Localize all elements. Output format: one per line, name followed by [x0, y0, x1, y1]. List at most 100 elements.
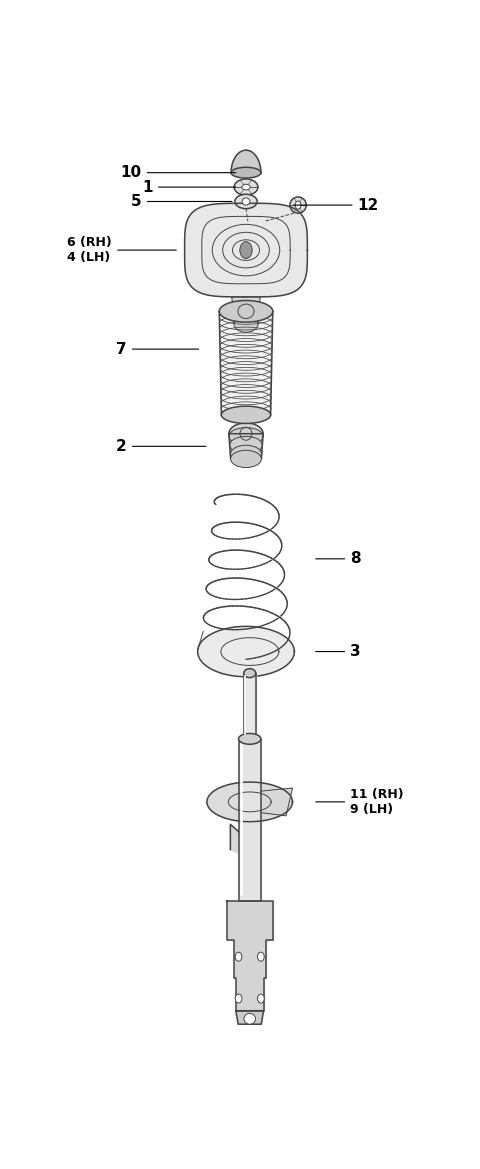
Polygon shape: [276, 616, 283, 618]
Polygon shape: [275, 588, 281, 590]
Polygon shape: [227, 901, 273, 1011]
Text: 1: 1: [143, 180, 236, 194]
Ellipse shape: [229, 428, 263, 445]
Polygon shape: [274, 509, 279, 511]
Ellipse shape: [258, 994, 264, 1003]
Polygon shape: [278, 539, 283, 541]
Text: 10: 10: [120, 165, 236, 180]
Text: 3: 3: [316, 644, 361, 659]
Ellipse shape: [239, 733, 261, 745]
Polygon shape: [204, 587, 209, 588]
Polygon shape: [260, 554, 267, 555]
Ellipse shape: [219, 300, 273, 323]
Polygon shape: [202, 616, 205, 618]
Polygon shape: [279, 566, 284, 568]
Polygon shape: [264, 500, 270, 502]
Polygon shape: [268, 504, 275, 505]
Ellipse shape: [295, 201, 301, 209]
Polygon shape: [276, 512, 281, 514]
Polygon shape: [280, 544, 284, 546]
Ellipse shape: [290, 198, 306, 213]
Ellipse shape: [258, 953, 264, 961]
Polygon shape: [198, 627, 294, 677]
Polygon shape: [203, 614, 207, 615]
Polygon shape: [259, 526, 265, 527]
Polygon shape: [207, 782, 292, 822]
Polygon shape: [204, 613, 209, 614]
Polygon shape: [231, 150, 261, 173]
Polygon shape: [284, 623, 289, 625]
Polygon shape: [271, 532, 276, 533]
Polygon shape: [287, 628, 291, 630]
Polygon shape: [219, 311, 273, 415]
Polygon shape: [265, 528, 272, 530]
Polygon shape: [230, 824, 239, 853]
Polygon shape: [206, 583, 211, 584]
Ellipse shape: [234, 179, 258, 195]
Text: 7: 7: [116, 341, 199, 357]
Polygon shape: [275, 562, 281, 563]
Ellipse shape: [230, 445, 262, 463]
Polygon shape: [261, 499, 267, 500]
Ellipse shape: [244, 1014, 255, 1024]
Polygon shape: [284, 599, 289, 601]
Polygon shape: [202, 615, 206, 616]
Ellipse shape: [229, 423, 263, 444]
Ellipse shape: [230, 436, 262, 454]
Polygon shape: [279, 618, 286, 621]
Polygon shape: [239, 739, 261, 901]
Polygon shape: [273, 533, 279, 535]
Polygon shape: [264, 583, 272, 584]
Text: 12: 12: [293, 198, 379, 213]
Ellipse shape: [234, 316, 258, 332]
Polygon shape: [207, 558, 211, 559]
Polygon shape: [286, 625, 291, 628]
Polygon shape: [283, 596, 288, 599]
Polygon shape: [280, 593, 286, 594]
Polygon shape: [288, 630, 292, 632]
Polygon shape: [277, 514, 281, 517]
Polygon shape: [276, 511, 280, 512]
Ellipse shape: [242, 185, 250, 189]
Polygon shape: [229, 434, 263, 459]
Ellipse shape: [235, 953, 242, 961]
Ellipse shape: [242, 198, 250, 205]
Polygon shape: [277, 563, 283, 566]
Polygon shape: [272, 587, 278, 588]
Polygon shape: [277, 590, 283, 593]
Polygon shape: [232, 297, 260, 324]
Polygon shape: [275, 535, 280, 537]
Polygon shape: [262, 527, 269, 528]
Polygon shape: [258, 609, 265, 610]
Text: 11 (RH)
9 (LH): 11 (RH) 9 (LH): [316, 788, 404, 816]
Polygon shape: [205, 584, 210, 587]
Ellipse shape: [230, 450, 262, 468]
Ellipse shape: [221, 406, 271, 423]
Polygon shape: [279, 541, 284, 544]
Polygon shape: [185, 203, 307, 297]
Polygon shape: [266, 556, 274, 559]
Polygon shape: [285, 601, 289, 603]
Polygon shape: [261, 788, 292, 816]
Polygon shape: [270, 613, 277, 615]
Text: 5: 5: [131, 194, 232, 209]
Polygon shape: [282, 621, 288, 623]
Polygon shape: [282, 572, 287, 574]
Polygon shape: [271, 505, 276, 506]
Polygon shape: [266, 502, 272, 504]
Text: 6 (RH)
4 (LH): 6 (RH) 4 (LH): [67, 236, 176, 264]
Ellipse shape: [235, 994, 242, 1003]
Polygon shape: [204, 588, 208, 589]
Polygon shape: [273, 560, 279, 562]
Polygon shape: [282, 594, 287, 596]
Ellipse shape: [231, 167, 261, 178]
Text: 2: 2: [116, 438, 206, 454]
Polygon shape: [281, 568, 286, 570]
Polygon shape: [207, 559, 211, 560]
Polygon shape: [276, 537, 282, 539]
Polygon shape: [263, 555, 270, 556]
Ellipse shape: [235, 194, 257, 209]
Polygon shape: [273, 615, 280, 616]
Text: 8: 8: [316, 552, 361, 566]
Polygon shape: [205, 611, 211, 613]
